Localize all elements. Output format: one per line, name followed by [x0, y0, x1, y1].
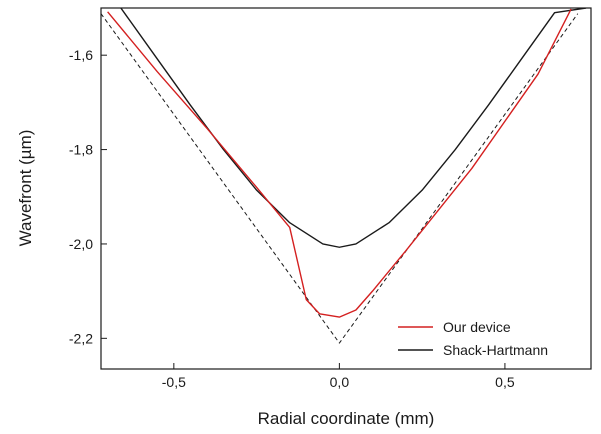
x-tick-label: 0,5 [495, 374, 515, 390]
y-tick-label: -1,6 [69, 47, 93, 63]
x-tick-label: -0,5 [162, 374, 186, 390]
legend: Our device Shack-Hartmann [398, 319, 548, 358]
ticks-layer: -0,5 0,0 0,5 -1,6 -1,8 -2,0 -2,2 [69, 47, 515, 390]
series-line-reference-dashed [101, 13, 579, 344]
x-tick-label: 0,0 [330, 374, 350, 390]
series-layer [101, 8, 587, 344]
y-tick-label: -1,8 [69, 142, 93, 158]
series-line-our-device [107, 8, 572, 318]
legend-label-shack-hartmann: Shack-Hartmann [443, 342, 548, 358]
plot-frame [100, 7, 592, 370]
series-line-shack-hartmann [120, 8, 587, 248]
x-axis-label: Radial coordinate (mm) [258, 409, 435, 428]
legend-label-our-device: Our device [443, 319, 511, 335]
y-tick-label: -2,0 [69, 236, 93, 252]
y-tick-label: -2,2 [69, 330, 93, 346]
y-axis-label: Wavefront (µm) [16, 130, 35, 247]
